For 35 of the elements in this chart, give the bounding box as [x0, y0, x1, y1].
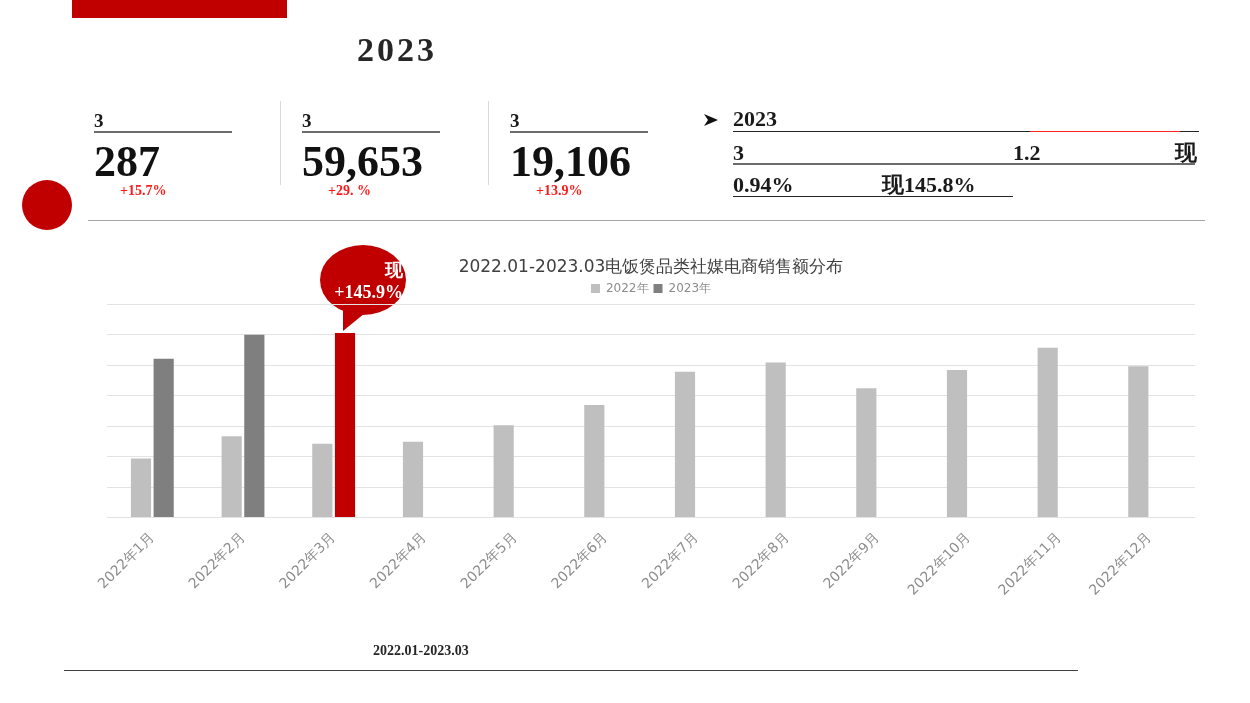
bar	[674, 371, 696, 518]
text: 0.94%	[733, 172, 794, 197]
text: +15.7%	[120, 183, 167, 199]
text: 287	[94, 137, 160, 186]
bar	[130, 458, 152, 518]
bar	[402, 441, 424, 518]
text: 2022.01-2023.03	[373, 643, 469, 659]
bar	[584, 404, 605, 518]
text: +13.9%	[536, 183, 583, 199]
text: 3	[510, 110, 520, 131]
text: 3	[94, 110, 104, 131]
bar	[153, 358, 174, 518]
bar	[221, 436, 242, 518]
bar	[1037, 347, 1058, 518]
text: 1.2	[1013, 140, 1041, 165]
legend-label: 2023年	[668, 280, 712, 295]
text: 2023	[733, 106, 777, 131]
text: 19,106	[510, 137, 631, 186]
bar	[765, 362, 786, 518]
bar	[856, 388, 877, 518]
bar	[1128, 366, 1149, 518]
bar	[493, 425, 514, 518]
bar	[312, 443, 333, 518]
legend-label: 2022年	[605, 280, 649, 295]
text: +29. %	[328, 183, 371, 199]
chart-title: 2022.01-2023.03电饭煲品类社媒电商销售额分布	[458, 255, 844, 276]
text: 3	[302, 110, 312, 131]
text: 59,653	[302, 137, 423, 186]
annotation: 现 +145.9%	[334, 259, 404, 302]
text: 2023	[357, 31, 437, 69]
text: 3	[733, 140, 744, 165]
text: 现	[1175, 140, 1197, 165]
bar	[244, 334, 265, 518]
bar	[946, 369, 968, 518]
text: 现145.8%	[882, 172, 976, 197]
